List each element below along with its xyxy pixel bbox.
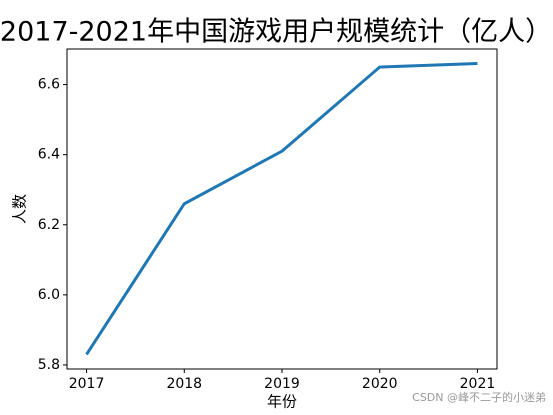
chart-title: 2017-2021年中国游戏用户规模统计（亿人） <box>0 17 552 48</box>
plot-frame <box>66 48 498 370</box>
x-tick-label: 2018 <box>166 376 202 392</box>
x-tick-label: 2021 <box>460 376 496 392</box>
x-tick-label: 2019 <box>264 376 300 392</box>
y-tick-label: 6.0 <box>38 287 60 303</box>
x-tick-label: 2017 <box>69 376 105 392</box>
series-line <box>85 62 478 356</box>
x-axis-label: 年份 <box>267 393 297 411</box>
x-tick-label: 2020 <box>362 376 398 392</box>
y-tick-label: 5.8 <box>38 357 60 373</box>
watermark: CSDN @峰不二子的小迷弟 <box>412 390 546 404</box>
y-tick-label: 6.2 <box>38 217 60 233</box>
y-axis-label: 人数 <box>11 194 29 224</box>
y-tick-label: 6.4 <box>38 147 60 163</box>
y-tick-label: 6.6 <box>38 77 60 93</box>
